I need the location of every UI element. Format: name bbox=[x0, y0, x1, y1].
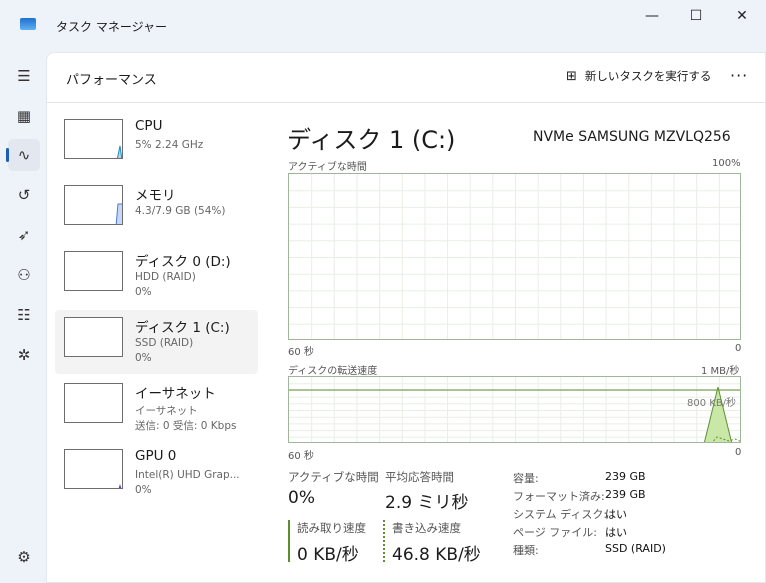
memory-sparkline bbox=[115, 203, 122, 224]
transfer-rate-chart bbox=[288, 376, 741, 443]
property-value: SSD (RAID) bbox=[605, 542, 666, 555]
property-value: 239 GB bbox=[605, 470, 646, 483]
active-time-chart-label: アクティブな時間 bbox=[288, 162, 367, 173]
performance-icon[interactable]: ∿ bbox=[8, 139, 40, 171]
app-history-icon[interactable]: ↺ bbox=[17, 186, 31, 204]
active-time-chart bbox=[288, 173, 741, 340]
active-indicator bbox=[6, 148, 9, 162]
response-time-label: 平均応答時間 bbox=[385, 470, 454, 484]
device-usage: 0% bbox=[135, 286, 152, 298]
device-usage: 0% bbox=[135, 484, 152, 496]
minimize-button[interactable]: — bbox=[645, 8, 659, 24]
device-thumbnail bbox=[64, 383, 123, 423]
write-line bbox=[712, 436, 740, 442]
response-time-value: 2.9 ミリ秒 bbox=[385, 493, 469, 513]
device-item[interactable]: CPU 5% 2.24 GHz bbox=[55, 112, 258, 176]
device-detail: 5% 2.24 GHz bbox=[135, 139, 204, 151]
services-icon[interactable]: ✲ bbox=[17, 346, 31, 364]
header-divider bbox=[46, 102, 766, 103]
transfer-peak bbox=[703, 386, 733, 442]
chart1-x-right: 0 bbox=[735, 343, 742, 354]
title-bar: タスク マネージャー — ☐ ✕ bbox=[0, 0, 766, 52]
read-speed-value: 0 KB/秒 bbox=[297, 545, 359, 565]
device-item[interactable]: イーサネット イーサネット 送信: 0 受信: 0 Kbps bbox=[55, 376, 258, 440]
device-detail: HDD (RAID) bbox=[135, 271, 196, 283]
details-icon[interactable]: ☷ bbox=[17, 306, 31, 324]
chart1-x-left: 60 秒 bbox=[288, 347, 314, 358]
new-task-button[interactable]: ⊞ 新しいタスクを実行する bbox=[566, 68, 711, 84]
device-thumbnail bbox=[64, 119, 123, 159]
device-detail: イーサネット bbox=[135, 405, 198, 417]
device-name: メモリ bbox=[135, 188, 176, 204]
more-options-button[interactable]: ··· bbox=[730, 66, 749, 85]
scale-line-label: 800 KB/秒 bbox=[687, 398, 737, 409]
task-manager-icon bbox=[20, 18, 36, 30]
hamburger-icon[interactable]: ☰ bbox=[17, 67, 31, 85]
property-label: 容量: bbox=[513, 472, 539, 485]
startup-icon[interactable]: ➶ bbox=[17, 226, 31, 244]
write-speed-label: 書き込み速度 bbox=[392, 521, 461, 535]
maximize-button[interactable]: ☐ bbox=[689, 8, 703, 24]
active-time-label: アクティブな時間 bbox=[288, 470, 379, 484]
gpu-sparkline bbox=[118, 484, 122, 488]
disk-model: NVMe SAMSUNG MZVLQ256 bbox=[533, 129, 731, 145]
window-title: タスク マネージャー bbox=[56, 20, 167, 34]
device-name: GPU 0 bbox=[135, 448, 177, 464]
active-time-chart-max: 100% bbox=[712, 158, 741, 169]
new-task-label: 新しいタスクを実行する bbox=[584, 69, 712, 83]
property-label: システム ディスク: bbox=[513, 508, 608, 521]
users-icon[interactable]: ⚇ bbox=[17, 266, 31, 284]
transfer-chart-max: 1 MB/秒 bbox=[701, 366, 740, 377]
chart2-x-right: 0 bbox=[735, 447, 742, 458]
active-time-value: 0% bbox=[288, 488, 315, 508]
property-label: フォーマット済み: bbox=[513, 490, 605, 503]
property-label: 種類: bbox=[513, 544, 539, 557]
property-value: はい bbox=[605, 508, 627, 521]
device-detail: SSD (RAID) bbox=[135, 337, 194, 349]
write-speed-value: 46.8 KB/秒 bbox=[392, 545, 481, 565]
device-thumbnail bbox=[64, 449, 123, 489]
device-item[interactable]: メモリ 4.3/7.9 GB (54%) bbox=[55, 178, 258, 242]
device-detail: Intel(R) UHD Grap... bbox=[135, 469, 240, 481]
device-thumbnail bbox=[64, 251, 123, 291]
page-title: パフォーマンス bbox=[66, 73, 157, 88]
device-thumbnail bbox=[64, 185, 123, 225]
cpu-sparkline bbox=[116, 145, 122, 158]
device-name: CPU bbox=[135, 118, 163, 134]
disk-title: ディスク 1 (C:) bbox=[287, 126, 456, 154]
device-thumbnail bbox=[64, 317, 123, 357]
device-item[interactable]: ディスク 1 (C:) SSD (RAID) 0% bbox=[55, 310, 258, 374]
read-indicator bbox=[288, 520, 290, 562]
device-name: ディスク 0 (D:) bbox=[135, 254, 231, 270]
settings-icon[interactable]: ⚙ bbox=[17, 548, 31, 566]
read-speed-label: 読み取り速度 bbox=[297, 521, 366, 535]
device-usage: 送信: 0 受信: 0 Kbps bbox=[135, 420, 237, 432]
close-button[interactable]: ✕ bbox=[736, 8, 748, 24]
new-task-icon: ⊞ bbox=[566, 68, 577, 84]
device-name: イーサネット bbox=[135, 386, 216, 402]
write-indicator bbox=[383, 520, 385, 562]
device-name: ディスク 1 (C:) bbox=[135, 320, 230, 336]
device-detail: 4.3/7.9 GB (54%) bbox=[135, 205, 226, 217]
property-value: はい bbox=[605, 526, 627, 539]
chart2-x-left: 60 秒 bbox=[288, 451, 314, 462]
device-item[interactable]: GPU 0 Intel(R) UHD Grap... 0% bbox=[55, 442, 258, 506]
property-label: ページ ファイル: bbox=[513, 526, 597, 539]
device-item[interactable]: ディスク 0 (D:) HDD (RAID) 0% bbox=[55, 244, 258, 308]
property-value: 239 GB bbox=[605, 488, 646, 501]
device-usage: 0% bbox=[135, 352, 152, 364]
transfer-chart-label: ディスクの転送速度 bbox=[288, 366, 378, 377]
processes-icon[interactable]: ▦ bbox=[16, 107, 32, 125]
